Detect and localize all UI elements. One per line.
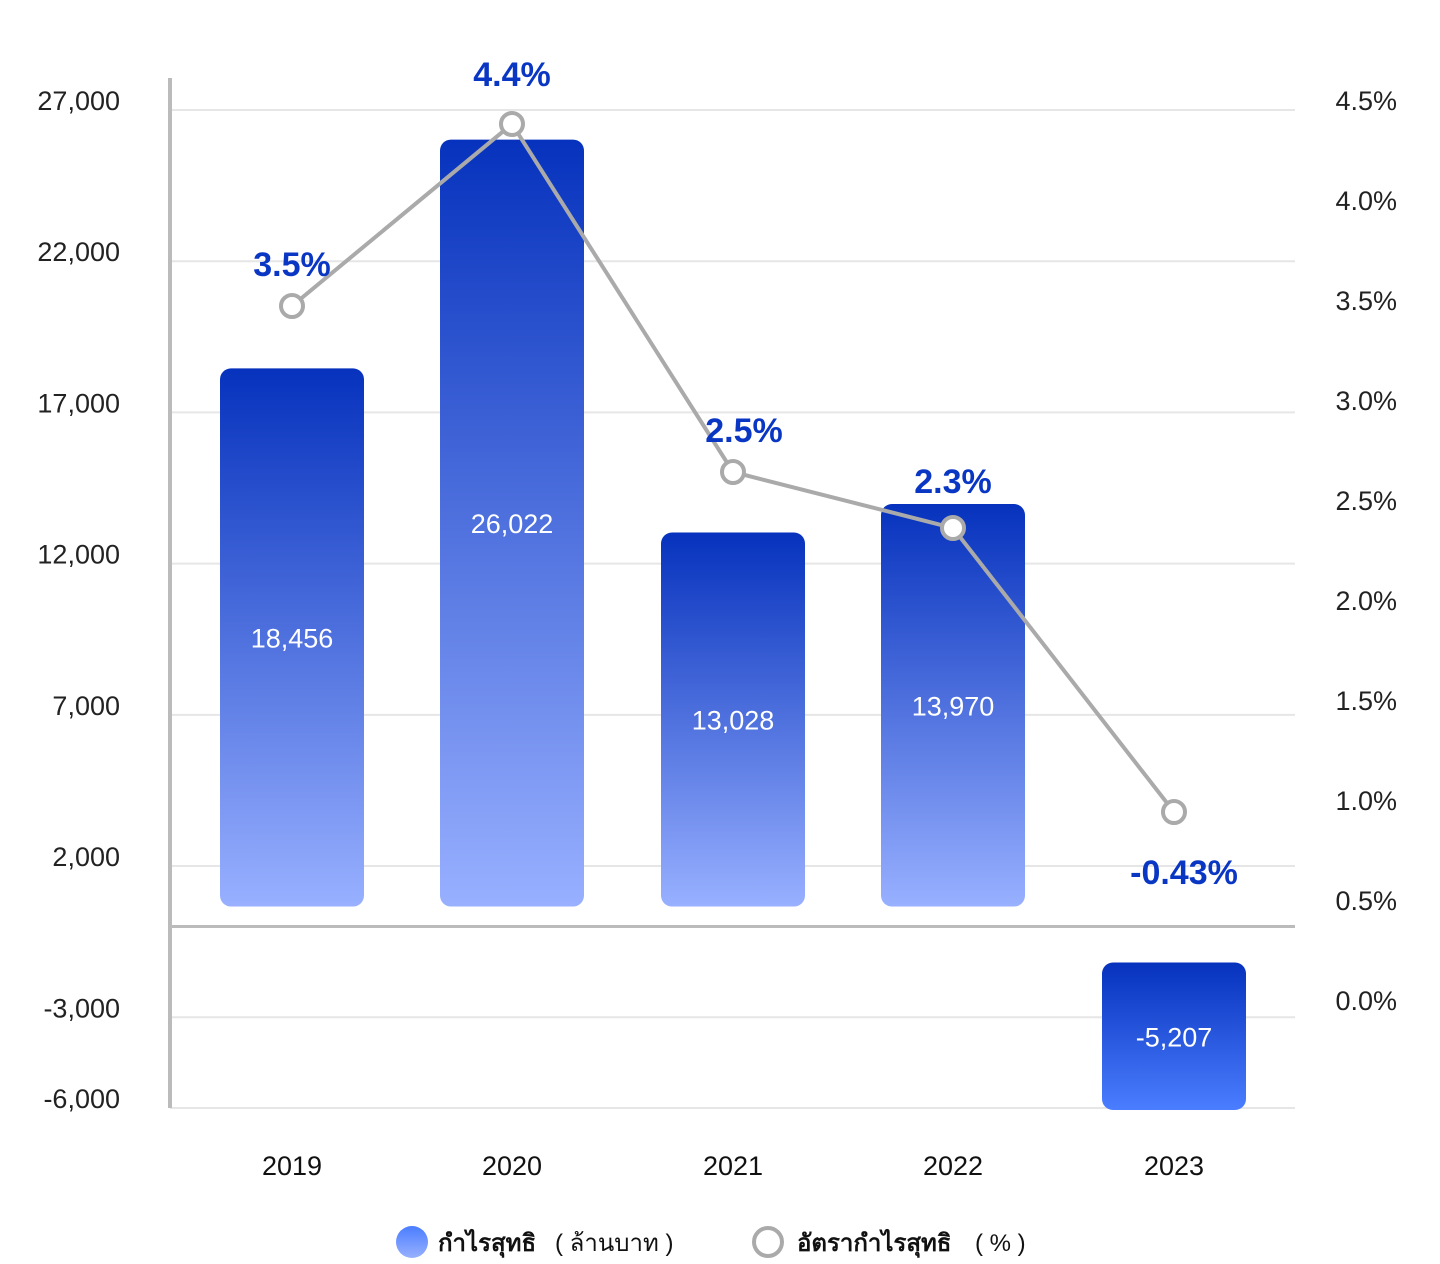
y-left-tick-label: 7,000 xyxy=(52,691,120,721)
margin-line xyxy=(279,111,1187,825)
x-tick-label: 2023 xyxy=(1144,1151,1204,1181)
bar-2021 xyxy=(661,532,805,907)
legend-bar-name: กำไรสุทธิ xyxy=(438,1228,536,1259)
bar-value-label: 13,028 xyxy=(692,706,775,736)
y-right-tick-label: 0.0% xyxy=(1335,986,1397,1016)
bar-value-label: -5,207 xyxy=(1136,1022,1213,1052)
y-left-tick-label: 12,000 xyxy=(37,540,120,570)
margin-point xyxy=(1161,799,1187,825)
margin-point xyxy=(940,515,966,541)
y-left-tick-label: -6,000 xyxy=(43,1084,120,1114)
margin-value-label: 3.5% xyxy=(253,246,331,284)
bar-2020 xyxy=(440,139,584,907)
bar-value-label: 13,970 xyxy=(912,691,995,721)
legend-bar-unit: ( ล้านบาท ) xyxy=(555,1230,673,1257)
y-left-tick-label: 17,000 xyxy=(37,388,120,418)
y-right-tick-label: 2.0% xyxy=(1335,586,1397,616)
y-right-tick-label: 2.5% xyxy=(1335,486,1397,516)
margin-point xyxy=(279,293,305,319)
margin-point xyxy=(499,111,525,137)
legend-line-swatch xyxy=(752,1226,784,1258)
x-tick-label: 2020 xyxy=(482,1151,542,1181)
margin-value-label: -0.43% xyxy=(1130,854,1238,892)
legend-bar-swatch xyxy=(396,1226,428,1258)
bar-2019 xyxy=(220,368,364,907)
legend-line-unit: ( % ) xyxy=(975,1230,1026,1257)
y-right-tick-label: 4.5% xyxy=(1335,86,1397,116)
bar-value-label: 26,022 xyxy=(471,509,554,539)
y-right-tick-label: 0.5% xyxy=(1335,886,1397,916)
y-left-tick-label: -3,000 xyxy=(43,993,120,1023)
bar-2022 xyxy=(881,504,1025,907)
bar-2023 xyxy=(1102,962,1246,1111)
x-tick-label: 2021 xyxy=(703,1151,763,1181)
y-right-tick-label: 3.0% xyxy=(1335,386,1397,416)
bar-value-label: 18,456 xyxy=(251,623,334,653)
y-right-tick-label: 3.5% xyxy=(1335,286,1397,316)
margin-point xyxy=(720,459,746,485)
y-left-tick-label: 27,000 xyxy=(37,86,120,116)
legend-line-name: อัตรากำไรสุทธิ xyxy=(797,1228,951,1259)
labels: 27,000 22,000 17,000 12,000 7,000 2,000 -3,000… xyxy=(37,56,1397,1181)
y-right-tick-label: 1.5% xyxy=(1335,686,1397,716)
margin-value-label: 2.3% xyxy=(914,463,992,501)
x-tick-label: 2022 xyxy=(923,1151,983,1181)
margin-value-label: 2.5% xyxy=(705,412,783,450)
margin-value-label: 4.4% xyxy=(473,56,551,94)
legend: กำไรสุทธิ ( ล้านบาท ) อัตรากำไรสุทธิ ( % ) xyxy=(396,1226,1026,1259)
y-left-tick-label: 22,000 xyxy=(37,237,120,267)
y-left-tick-label: 2,000 xyxy=(52,842,120,872)
axes xyxy=(168,78,1295,1108)
bars xyxy=(220,139,1246,1111)
x-tick-label: 2019 xyxy=(262,1151,322,1181)
y-right-tick-label: 4.0% xyxy=(1335,186,1397,216)
y-right-tick-label: 1.0% xyxy=(1335,786,1397,816)
